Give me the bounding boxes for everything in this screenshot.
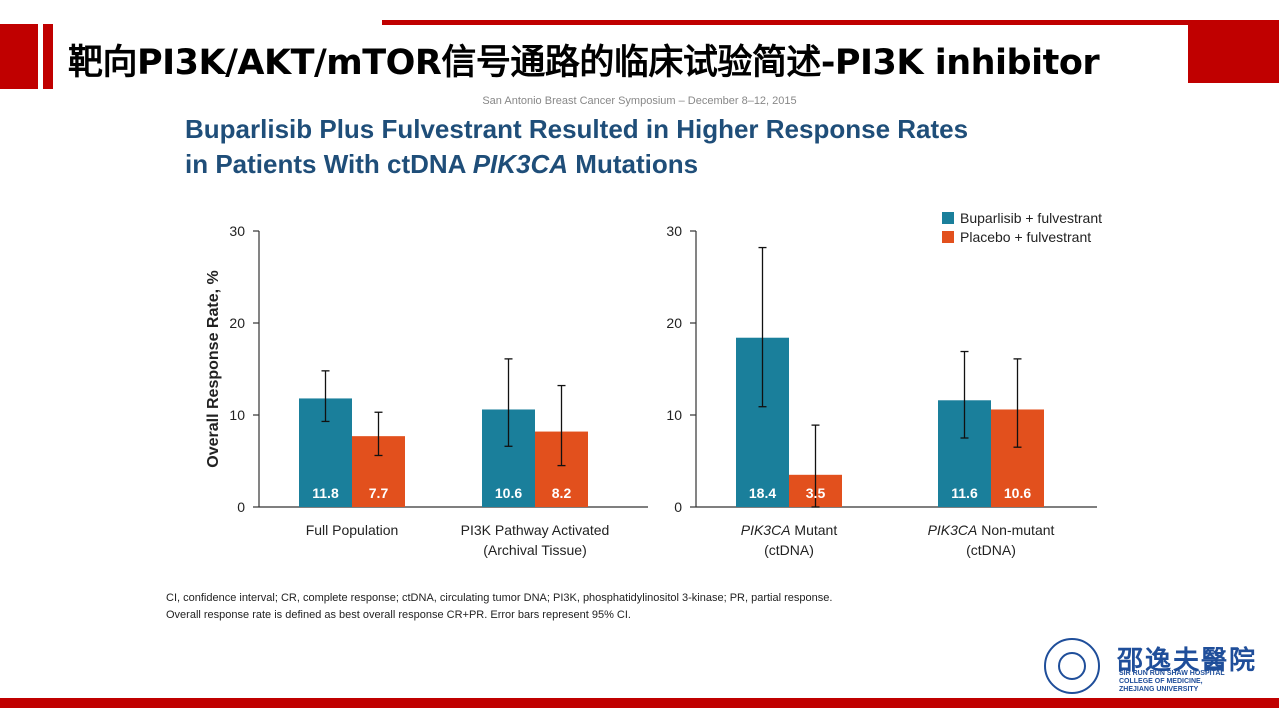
title-right-block xyxy=(1188,25,1279,83)
data-label: 10.6 xyxy=(1004,485,1031,501)
gene-name: PIK3CA xyxy=(741,522,791,538)
heading-text: in Patients With ctDNA xyxy=(185,149,473,179)
data-label: 8.2 xyxy=(552,485,572,501)
data-label: 7.7 xyxy=(369,485,389,501)
legend-swatch xyxy=(942,212,954,224)
y-tick-label: 10 xyxy=(229,407,245,423)
legend-label: Buparlisib + fulvestrant xyxy=(960,210,1102,226)
hospital-seal-logo xyxy=(1044,638,1100,694)
chart-heading: Buparlisib Plus Fulvestrant Resulted in … xyxy=(185,112,968,182)
hospital-name-cn: 邵逸夫醫院 xyxy=(1117,646,1258,676)
data-label: 11.6 xyxy=(951,485,978,501)
hospital-name-en: SIR RUN RUN SHAW HOSPITAL COLLEGE OF MED… xyxy=(1119,670,1225,694)
category-text: Mutant xyxy=(791,522,838,538)
seal-inner-ring xyxy=(1058,652,1086,680)
x-category-label: PIK3CA Non-mutant xyxy=(928,522,1055,538)
y-tick-label: 0 xyxy=(674,499,682,515)
heading-text-end: Mutations xyxy=(568,149,699,179)
data-label: 10.6 xyxy=(495,485,522,501)
y-tick-label: 30 xyxy=(229,223,245,239)
x-category-label: (Archival Tissue) xyxy=(483,542,586,558)
bottom-rule xyxy=(0,698,1279,708)
data-label: 11.8 xyxy=(312,485,339,501)
x-category-label: (ctDNA) xyxy=(966,542,1016,558)
y-axis-label: Overall Response Rate, % xyxy=(205,270,222,467)
title-accent-block xyxy=(0,24,38,89)
data-label: 18.4 xyxy=(749,485,776,501)
conference-caption: San Antonio Breast Cancer Symposium – De… xyxy=(482,95,797,107)
gene-name: PIK3CA xyxy=(928,522,978,538)
title-accent-bar xyxy=(43,24,53,89)
legend-label: Placebo + fulvestrant xyxy=(960,229,1091,245)
x-category-label: (ctDNA) xyxy=(764,542,814,558)
y-tick-label: 10 xyxy=(666,407,682,423)
y-tick-label: 0 xyxy=(237,499,245,515)
legend-swatch xyxy=(942,231,954,243)
hospital-name-en-line: SIR RUN RUN SHAW HOSPITAL xyxy=(1119,670,1225,677)
hospital-name-en-line: COLLEGE OF MEDICINE, xyxy=(1119,678,1203,685)
y-tick-label: 20 xyxy=(666,315,682,331)
y-tick-label: 30 xyxy=(666,223,682,239)
hospital-name-en-line: ZHEJIANG UNIVERSITY xyxy=(1119,686,1199,693)
heading-line-1: Buparlisib Plus Fulvestrant Resulted in … xyxy=(185,114,969,144)
x-category-label: PI3K Pathway Activated xyxy=(461,522,610,538)
slide-title: 靶向PI3K/AKT/mTOR信号通路的临床试验简述-PI3K inhibito… xyxy=(68,43,1100,83)
heading-line-2: in Patients With ctDNA PIK3CA Mutations xyxy=(185,147,968,182)
data-label: 3.5 xyxy=(806,485,826,501)
footnote-definition: Overall response rate is defined as best… xyxy=(166,609,631,621)
x-category-label: Full Population xyxy=(306,522,399,538)
category-text: Non-mutant xyxy=(977,522,1054,538)
heading-gene: PIK3CA xyxy=(472,149,569,179)
y-tick-label: 20 xyxy=(229,315,245,331)
top-rule xyxy=(382,20,1279,25)
x-category-label: PIK3CA Mutant xyxy=(741,522,838,538)
footnote-abbreviations: CI, confidence interval; CR, complete re… xyxy=(166,592,833,604)
